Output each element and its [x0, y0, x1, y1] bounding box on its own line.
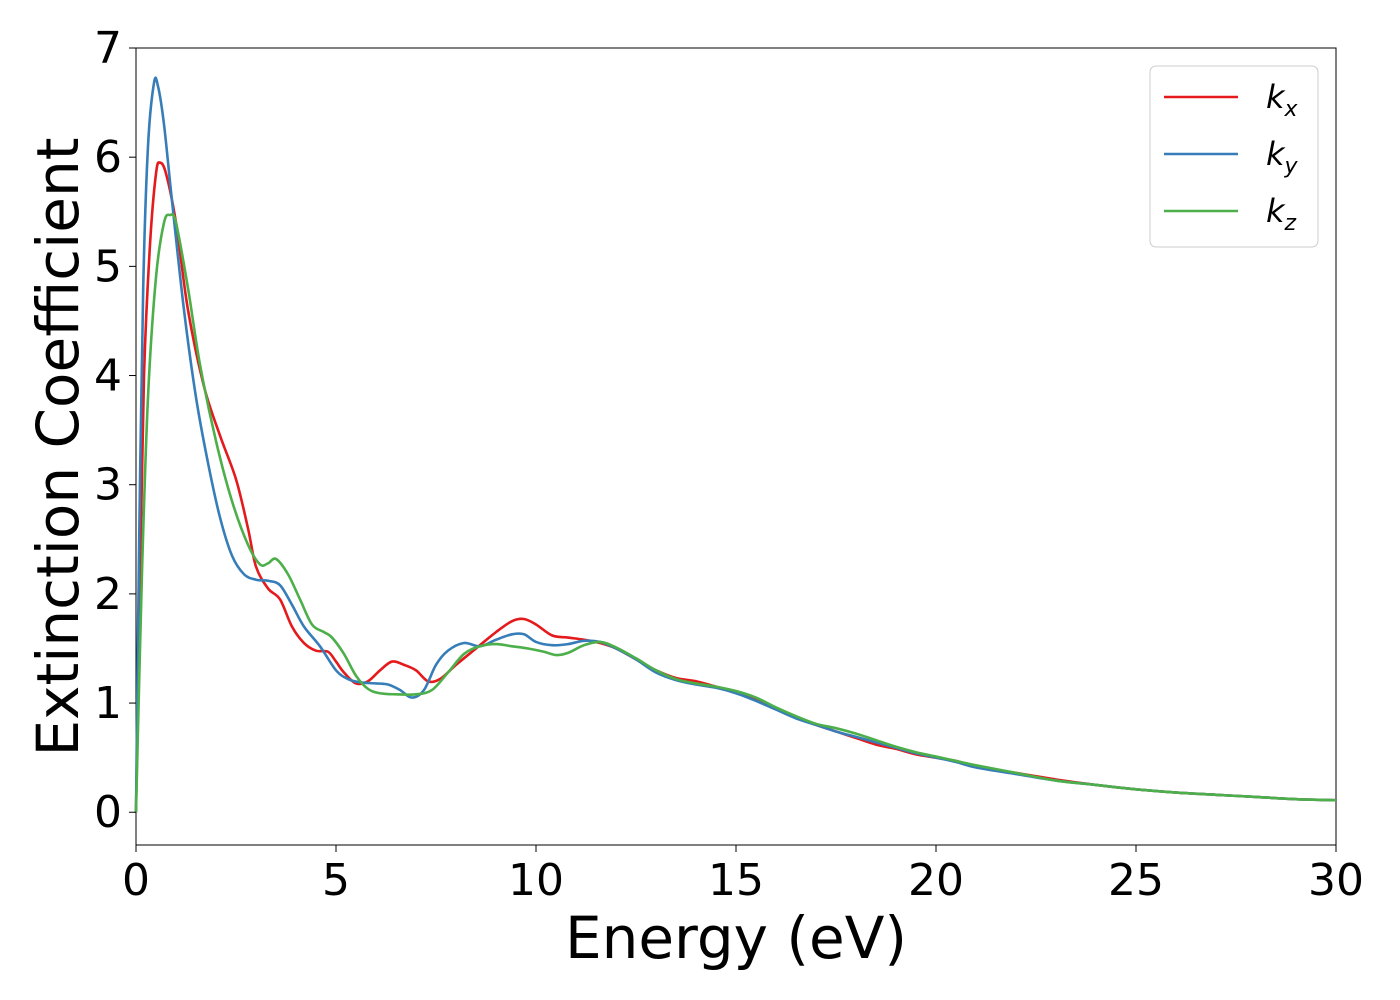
x-tick-label: 0 [122, 855, 150, 906]
y-tick-label: 0 [94, 787, 122, 838]
y-axis-label: Extinction Coefficient [24, 138, 92, 757]
y-tick-label: 6 [94, 132, 122, 183]
x-tick-label: 5 [322, 855, 350, 906]
x-tick-label: 20 [908, 855, 964, 906]
x-tick-label: 15 [708, 855, 764, 906]
x-tick-label: 30 [1308, 855, 1364, 906]
legend-box [1149, 65, 1319, 248]
y-tick-label: 4 [94, 351, 122, 402]
y-tick-label: 2 [94, 569, 122, 620]
legend: kx ky kz [1149, 65, 1319, 248]
legend-label-kz: kz [1266, 192, 1297, 236]
series-layer [134, 76, 1337, 813]
y-tick-label: 5 [94, 241, 122, 292]
x-axis-ticks: 0 5 10 15 20 25 30 [122, 845, 1364, 906]
y-tick-label: 3 [94, 460, 122, 511]
legend-label-ky: ky [1266, 135, 1299, 179]
series-line-kz [134, 212, 1337, 813]
y-tick-label: 1 [94, 678, 122, 729]
x-tick-label: 10 [508, 855, 564, 906]
x-axis-label: Energy (eV) [565, 904, 907, 972]
y-tick-label: 7 [94, 23, 122, 74]
legend-label-kx: kx [1266, 78, 1299, 122]
plot-frame [135, 47, 1337, 846]
legend-entries: kx ky kz [1164, 78, 1299, 236]
plot-area [134, 47, 1337, 846]
y-axis-ticks: 0 1 2 3 4 5 6 7 [94, 23, 136, 838]
x-tick-label: 25 [1108, 855, 1164, 906]
